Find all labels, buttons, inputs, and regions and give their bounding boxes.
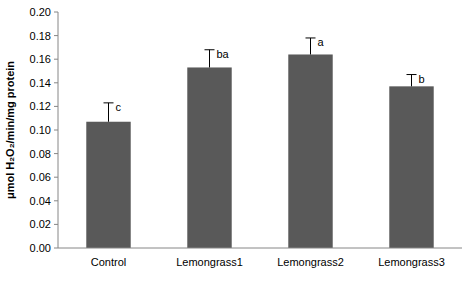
y-tick-label: 0.16 bbox=[30, 53, 51, 65]
bar bbox=[187, 67, 231, 248]
error-bar bbox=[407, 75, 417, 87]
y-tick-label: 0.06 bbox=[30, 171, 51, 183]
error-bar bbox=[306, 38, 316, 55]
error-bar bbox=[205, 50, 215, 68]
y-tick-label: 0.12 bbox=[30, 100, 51, 112]
significance-letter: ba bbox=[217, 48, 230, 60]
x-tick-label: Lemongrass1 bbox=[176, 256, 243, 268]
y-tick bbox=[54, 82, 58, 83]
significance-letter: c bbox=[116, 101, 122, 113]
x-tick-label: Control bbox=[91, 256, 126, 268]
x-tick-label: Lemongrass3 bbox=[378, 256, 445, 268]
y-axis bbox=[58, 12, 59, 248]
chart: 0.00 0.02 0.04 0.06 0.08 0.10 0.12 0.14 0.16 0.18… bbox=[0, 0, 472, 286]
chart-container: 0.00 0.02 0.04 0.06 0.08 0.10 0.12 0.14 0.16 0.18… bbox=[0, 0, 472, 286]
significance-letter: a bbox=[318, 36, 325, 48]
y-tick bbox=[54, 106, 58, 107]
y-tick-label: 0.20 bbox=[30, 6, 51, 18]
y-tick-label: 0.00 bbox=[30, 242, 51, 254]
y-tick bbox=[54, 177, 58, 178]
error-bar bbox=[104, 103, 114, 122]
bar bbox=[86, 122, 130, 248]
y-tick-label: 0.18 bbox=[30, 30, 51, 42]
y-tick bbox=[54, 153, 58, 154]
bars bbox=[86, 38, 433, 248]
y-tick bbox=[54, 59, 58, 60]
bar bbox=[389, 86, 433, 248]
y-tick-label: 0.10 bbox=[30, 124, 51, 136]
x-tick-label: Lemongrass2 bbox=[277, 256, 344, 268]
y-tick bbox=[54, 224, 58, 225]
y-axis-label: μmol H₂O₂/min/mg protein bbox=[4, 61, 16, 199]
y-tick-label: 0.08 bbox=[30, 148, 51, 160]
y-tick bbox=[54, 130, 58, 131]
y-tick bbox=[54, 248, 58, 249]
bar bbox=[288, 54, 332, 248]
y-tick-label: 0.02 bbox=[30, 218, 51, 230]
significance-letter: b bbox=[419, 73, 425, 85]
x-axis bbox=[58, 248, 462, 249]
y-tick-label: 0.04 bbox=[30, 195, 51, 207]
y-tick bbox=[54, 200, 58, 201]
y-tick bbox=[54, 35, 58, 36]
y-tick bbox=[54, 12, 58, 13]
y-tick-label: 0.14 bbox=[30, 77, 51, 89]
